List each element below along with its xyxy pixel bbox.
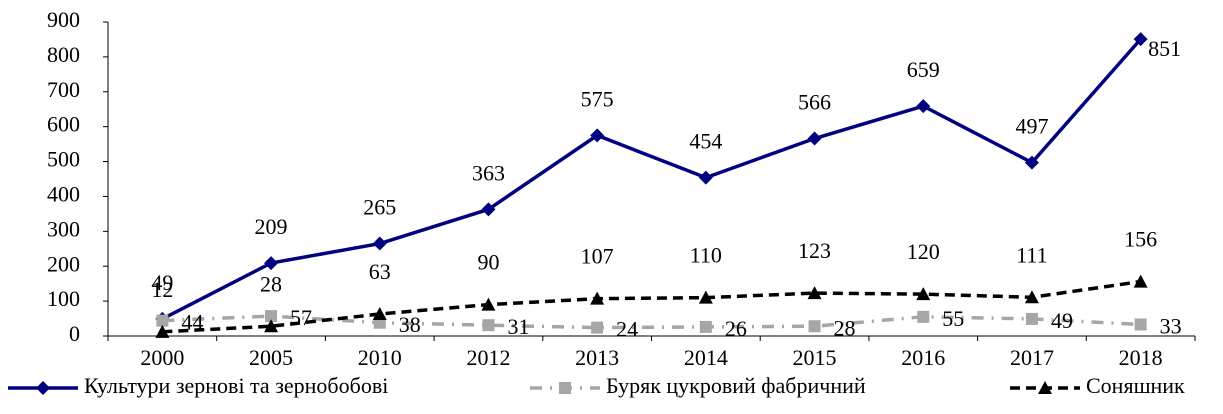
data-point bbox=[156, 314, 169, 327]
data-label: 265 bbox=[363, 195, 396, 220]
y-tick-label: 500 bbox=[47, 147, 80, 172]
data-label: 33 bbox=[1160, 314, 1182, 339]
series-line bbox=[161, 37, 1142, 321]
x-tick-label: 2012 bbox=[466, 345, 510, 370]
x-tick-label: 2015 bbox=[793, 345, 837, 370]
x-tick-label: 2000 bbox=[140, 345, 184, 370]
data-label: 209 bbox=[255, 214, 288, 239]
x-tick-label: 2013 bbox=[575, 345, 619, 370]
y-tick-label: 900 bbox=[47, 7, 80, 32]
data-label: 107 bbox=[581, 244, 614, 269]
data-label: 31 bbox=[507, 314, 529, 339]
data-point bbox=[482, 319, 495, 332]
data-label: 24 bbox=[616, 317, 638, 342]
data-label: 28 bbox=[260, 271, 282, 296]
x-tick-label: 2005 bbox=[249, 345, 293, 370]
data-label: 28 bbox=[834, 315, 856, 340]
data-point bbox=[698, 170, 713, 185]
data-label: 63 bbox=[369, 259, 391, 284]
data-label: 57 bbox=[290, 305, 312, 330]
data-point bbox=[807, 286, 822, 300]
data-label: 49 bbox=[151, 270, 173, 295]
data-point bbox=[916, 287, 931, 301]
y-tick-label: 100 bbox=[47, 286, 80, 311]
data-label: 659 bbox=[907, 57, 940, 82]
data-point bbox=[264, 319, 279, 333]
data-point bbox=[590, 128, 605, 143]
data-label: 55 bbox=[942, 306, 964, 331]
data-point bbox=[1134, 318, 1147, 331]
x-tick-label: 2014 bbox=[684, 345, 728, 370]
data-label: 123 bbox=[798, 238, 831, 263]
data-point bbox=[698, 290, 713, 304]
x-tick-label: 2018 bbox=[1119, 345, 1163, 370]
y-tick-label: 0 bbox=[69, 321, 80, 346]
data-label: 454 bbox=[689, 129, 722, 154]
data-point bbox=[1025, 312, 1038, 325]
y-tick-label: 300 bbox=[47, 216, 80, 241]
data-point bbox=[916, 99, 931, 114]
data-label: 851 bbox=[1148, 36, 1181, 61]
data-label: 363 bbox=[472, 160, 505, 185]
data-point bbox=[264, 256, 279, 271]
y-tick-label: 800 bbox=[47, 42, 80, 67]
data-point bbox=[372, 307, 387, 321]
data-label: 497 bbox=[1015, 114, 1048, 139]
data-label: 12 bbox=[151, 277, 173, 302]
y-tick-label: 700 bbox=[47, 77, 80, 102]
data-label: 566 bbox=[798, 90, 831, 115]
series-line bbox=[162, 279, 1141, 334]
data-label: 156 bbox=[1124, 227, 1157, 252]
data-point bbox=[265, 310, 278, 323]
x-tick-label: 2016 bbox=[901, 345, 945, 370]
y-tick-label: 200 bbox=[47, 251, 80, 276]
y-tick-label: 600 bbox=[47, 112, 80, 137]
legend-marker bbox=[36, 381, 50, 395]
data-point bbox=[1024, 155, 1039, 170]
data-point bbox=[1133, 32, 1148, 47]
data-label: 49 bbox=[1051, 308, 1073, 333]
legend-label: Соняшник bbox=[1086, 373, 1185, 398]
data-label: 111 bbox=[1016, 242, 1047, 267]
data-point bbox=[1133, 274, 1148, 288]
data-label: 26 bbox=[725, 316, 747, 341]
legend-marker bbox=[559, 382, 571, 394]
data-point bbox=[481, 202, 496, 217]
x-tick-label: 2010 bbox=[358, 345, 402, 370]
data-label: 120 bbox=[907, 239, 940, 264]
data-point bbox=[807, 131, 822, 146]
data-point bbox=[591, 321, 604, 334]
legend-label: Культури зернові та зернобобові bbox=[84, 373, 388, 398]
data-label: 38 bbox=[399, 312, 421, 337]
data-point bbox=[1024, 290, 1039, 304]
data-point bbox=[155, 324, 170, 338]
y-tick-label: 400 bbox=[47, 181, 80, 206]
data-point bbox=[590, 291, 605, 305]
data-label: 90 bbox=[477, 250, 499, 275]
data-point bbox=[808, 320, 821, 333]
legend-label: Буряк цукровий фабричний bbox=[606, 373, 866, 398]
data-point bbox=[481, 297, 496, 311]
x-tick-label: 2017 bbox=[1010, 345, 1054, 370]
data-point bbox=[917, 310, 930, 323]
data-point bbox=[699, 320, 712, 333]
data-label: 575 bbox=[581, 86, 614, 111]
series-line bbox=[162, 314, 1141, 330]
data-label: 110 bbox=[690, 243, 722, 268]
legend-marker bbox=[1038, 381, 1052, 394]
data-point bbox=[372, 236, 387, 251]
